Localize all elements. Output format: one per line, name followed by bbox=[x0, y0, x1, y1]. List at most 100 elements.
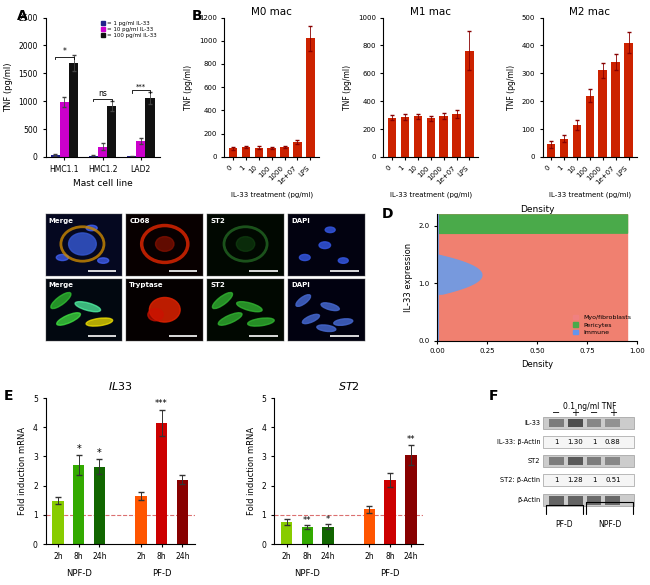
Text: PF-D: PF-D bbox=[380, 569, 400, 578]
Text: A: A bbox=[17, 9, 28, 23]
Bar bbox=[549, 496, 564, 505]
Ellipse shape bbox=[248, 318, 274, 326]
Text: DAPI: DAPI bbox=[291, 218, 309, 223]
Y-axis label: Fold induction mRNA: Fold induction mRNA bbox=[18, 427, 27, 515]
Legend: Myo/fibroblasts, Pericytes, Immune: Myo/fibroblasts, Pericytes, Immune bbox=[571, 312, 634, 338]
Text: +: + bbox=[609, 408, 617, 418]
Bar bbox=[229, 148, 237, 157]
Text: B: B bbox=[191, 9, 202, 23]
Bar bbox=[400, 117, 409, 157]
Ellipse shape bbox=[75, 302, 101, 312]
Ellipse shape bbox=[57, 313, 81, 325]
Bar bbox=[624, 43, 632, 157]
Bar bbox=[599, 70, 607, 157]
Bar bbox=[52, 501, 64, 544]
Bar bbox=[51, 156, 60, 157]
X-axis label: Mast cell line: Mast cell line bbox=[73, 179, 133, 188]
Bar bbox=[156, 423, 167, 544]
Circle shape bbox=[69, 233, 96, 255]
Text: DAPI: DAPI bbox=[291, 282, 309, 288]
Bar bbox=[413, 116, 422, 157]
Bar bbox=[549, 457, 564, 465]
Bar bbox=[568, 419, 582, 427]
Bar bbox=[568, 457, 582, 465]
Text: D: D bbox=[382, 207, 393, 221]
Ellipse shape bbox=[302, 314, 320, 324]
Text: 1: 1 bbox=[592, 439, 596, 445]
Ellipse shape bbox=[300, 254, 310, 260]
Bar bbox=[322, 526, 333, 544]
Text: CD68: CD68 bbox=[129, 218, 150, 223]
Ellipse shape bbox=[51, 292, 71, 308]
Circle shape bbox=[237, 236, 255, 252]
Bar bbox=[560, 139, 568, 157]
Ellipse shape bbox=[338, 258, 348, 263]
Text: IL-33: IL-33 bbox=[525, 420, 540, 426]
Bar bbox=[605, 419, 620, 427]
Text: *: * bbox=[62, 47, 66, 56]
Text: NPF-D: NPF-D bbox=[294, 569, 320, 578]
X-axis label: Density: Density bbox=[521, 360, 553, 369]
Title: M1 mac: M1 mac bbox=[410, 7, 451, 17]
Text: *: * bbox=[326, 515, 330, 524]
Bar bbox=[587, 419, 601, 427]
Ellipse shape bbox=[333, 319, 353, 325]
Bar bbox=[465, 51, 474, 157]
Bar bbox=[573, 125, 581, 157]
Text: −: − bbox=[590, 408, 598, 418]
Title: $\it{IL33}$: $\it{IL33}$ bbox=[108, 380, 133, 392]
Bar bbox=[452, 113, 461, 157]
Text: Merge: Merge bbox=[49, 218, 73, 223]
Ellipse shape bbox=[317, 325, 336, 332]
Ellipse shape bbox=[86, 225, 97, 230]
Text: 0.1 ng/ml TNF: 0.1 ng/ml TNF bbox=[564, 402, 617, 411]
Title: M2 mac: M2 mac bbox=[569, 7, 610, 17]
Title: Density: Density bbox=[520, 205, 554, 214]
Ellipse shape bbox=[57, 254, 69, 260]
Bar bbox=[136, 141, 146, 157]
Bar bbox=[89, 156, 98, 157]
Text: PF-D: PF-D bbox=[556, 519, 573, 528]
Text: β-Actin: β-Actin bbox=[517, 497, 540, 504]
Bar bbox=[543, 455, 634, 467]
Text: F: F bbox=[489, 390, 499, 403]
Text: ST2: ST2 bbox=[528, 458, 540, 464]
Text: −: − bbox=[552, 408, 560, 418]
Ellipse shape bbox=[319, 242, 331, 249]
Bar bbox=[439, 116, 448, 157]
Ellipse shape bbox=[86, 318, 112, 326]
Bar bbox=[612, 62, 620, 157]
Bar bbox=[73, 465, 84, 544]
Y-axis label: TNF (pg/ml): TNF (pg/ml) bbox=[184, 65, 193, 110]
Bar bbox=[135, 496, 146, 544]
Circle shape bbox=[150, 297, 180, 322]
Circle shape bbox=[148, 308, 163, 321]
Ellipse shape bbox=[218, 313, 242, 325]
Ellipse shape bbox=[325, 227, 335, 233]
Legend: = 1 pg/ml IL-33, = 10 pg/ml IL-33, = 100 pg/ml IL-33: = 1 pg/ml IL-33, = 10 pg/ml IL-33, = 100… bbox=[100, 20, 157, 39]
Bar bbox=[549, 419, 564, 427]
Ellipse shape bbox=[296, 295, 311, 307]
Bar bbox=[587, 496, 601, 505]
Text: 1.30: 1.30 bbox=[567, 439, 583, 445]
Y-axis label: TNF (pg/ml): TNF (pg/ml) bbox=[507, 65, 516, 110]
Bar bbox=[94, 467, 105, 544]
Bar bbox=[543, 417, 634, 429]
Bar bbox=[146, 98, 155, 157]
Bar bbox=[293, 142, 302, 157]
Text: 0.88: 0.88 bbox=[605, 439, 621, 445]
Bar bbox=[302, 527, 313, 544]
Bar bbox=[280, 147, 289, 157]
Y-axis label: IL-33 expression: IL-33 expression bbox=[404, 243, 413, 312]
Bar bbox=[543, 494, 634, 507]
Text: ST2: ST2 bbox=[210, 218, 225, 223]
Text: 1: 1 bbox=[592, 477, 596, 483]
Bar bbox=[388, 118, 396, 157]
Bar bbox=[405, 455, 417, 544]
Ellipse shape bbox=[321, 303, 339, 311]
Text: Tryptase: Tryptase bbox=[129, 282, 164, 288]
Ellipse shape bbox=[213, 292, 233, 308]
Text: ST2: β-Actin: ST2: β-Actin bbox=[500, 477, 540, 483]
Text: *: * bbox=[76, 443, 81, 453]
Y-axis label: TNF (pg/ml): TNF (pg/ml) bbox=[4, 63, 13, 112]
